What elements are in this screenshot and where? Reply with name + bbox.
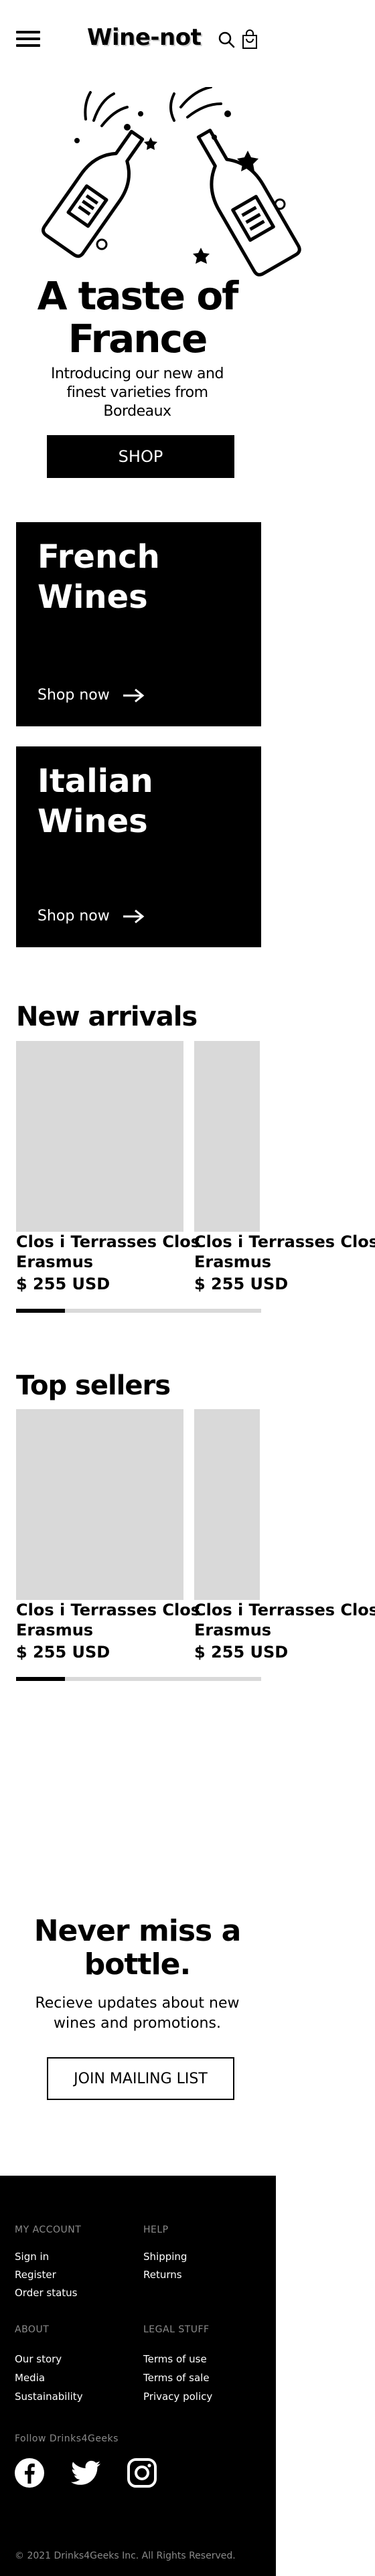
hero-title: A taste of France — [0, 274, 275, 360]
footer-heading-legal: LEGAL STUFF — [143, 2324, 210, 2335]
category-title: Italian Wines — [38, 761, 225, 841]
category-title: French Wines — [38, 537, 225, 617]
new-arrivals-title: New arrivals — [16, 1001, 197, 1032]
search-icon[interactable] — [218, 29, 236, 50]
champagne-bottles-illustration — [27, 87, 321, 281]
copyright-text: © 2021 Drinks4Geeks Inc. All Rights Rese… — [15, 2551, 236, 2561]
facebook-icon[interactable] — [13, 2457, 46, 2489]
footer-link-sustainability[interactable]: Sustainability — [15, 2391, 83, 2403]
product-name[interactable]: Clos i Terrasses Clos Erasmus — [16, 1232, 200, 1272]
scrollbar-thumb[interactable] — [16, 1677, 65, 1681]
newsletter-subtitle: Recieve updates about new wines and prom… — [33, 1994, 241, 2034]
footer-link-terms-of-sale[interactable]: Terms of sale — [143, 2372, 210, 2384]
shop-now-link[interactable]: Shop now — [38, 908, 145, 924]
product-name[interactable]: Clos i Terrasses Clos Erasmus — [194, 1232, 375, 1272]
footer-link-register[interactable]: Register — [15, 2269, 56, 2281]
brand-logo[interactable]: Wine-not — [87, 24, 201, 51]
carousel-scrollbar[interactable] — [16, 1677, 261, 1681]
hero-subtitle: Introducing our new and finest varieties… — [40, 365, 234, 421]
footer-link-terms-of-use[interactable]: Terms of use — [143, 2353, 207, 2365]
footer-link-shipping[interactable]: Shipping — [143, 2251, 187, 2263]
product-name[interactable]: Clos i Terrasses Clos Erasmus — [194, 1600, 375, 1640]
product-image[interactable] — [194, 1041, 260, 1232]
product-image[interactable] — [194, 1409, 260, 1600]
product-price: $ 255 USD — [194, 1275, 288, 1293]
shop-now-link[interactable]: Shop now — [38, 687, 145, 704]
footer-heading-my-account: MY ACCOUNT — [15, 2225, 81, 2235]
instagram-icon[interactable] — [126, 2457, 158, 2489]
product-price: $ 255 USD — [16, 1643, 110, 1662]
twitter-icon[interactable] — [70, 2457, 102, 2489]
footer-link-returns[interactable]: Returns — [143, 2269, 182, 2281]
newsletter-title: Never miss a bottle. — [0, 1915, 275, 1982]
arrow-right-icon — [122, 909, 145, 924]
italian-wines-card[interactable]: Italian Wines Shop now — [16, 746, 261, 947]
top-sellers-title: Top sellers — [16, 1370, 170, 1401]
product-image[interactable] — [16, 1409, 183, 1600]
product-image[interactable] — [16, 1041, 183, 1232]
footer-heading-about: ABOUT — [15, 2324, 49, 2335]
footer-link-sign-in[interactable]: Sign in — [15, 2251, 49, 2263]
carousel-scrollbar[interactable] — [16, 1309, 261, 1313]
join-mailing-list-button[interactable]: JOIN MAILING LIST — [47, 2057, 234, 2100]
arrow-right-icon — [122, 688, 145, 703]
hamburger-menu-icon[interactable] — [16, 31, 43, 48]
french-wines-card[interactable]: French Wines Shop now — [16, 522, 261, 726]
shop-button[interactable]: SHOP — [47, 435, 234, 478]
scrollbar-thumb[interactable] — [16, 1309, 65, 1313]
footer-link-privacy-policy[interactable]: Privacy policy — [143, 2391, 212, 2403]
footer-follow-label: Follow Drinks4Geeks — [15, 2433, 119, 2444]
footer-link-media[interactable]: Media — [15, 2372, 45, 2384]
footer-heading-help: HELP — [143, 2225, 169, 2235]
product-price: $ 255 USD — [194, 1643, 288, 1662]
footer-link-our-story[interactable]: Our story — [15, 2353, 62, 2365]
shopping-bag-icon[interactable] — [241, 29, 260, 50]
site-header: Wine-not — [0, 0, 375, 74]
product-price: $ 255 USD — [16, 1275, 110, 1293]
product-name[interactable]: Clos i Terrasses Clos Erasmus — [16, 1600, 200, 1640]
footer-link-order-status[interactable]: Order status — [15, 2287, 78, 2299]
